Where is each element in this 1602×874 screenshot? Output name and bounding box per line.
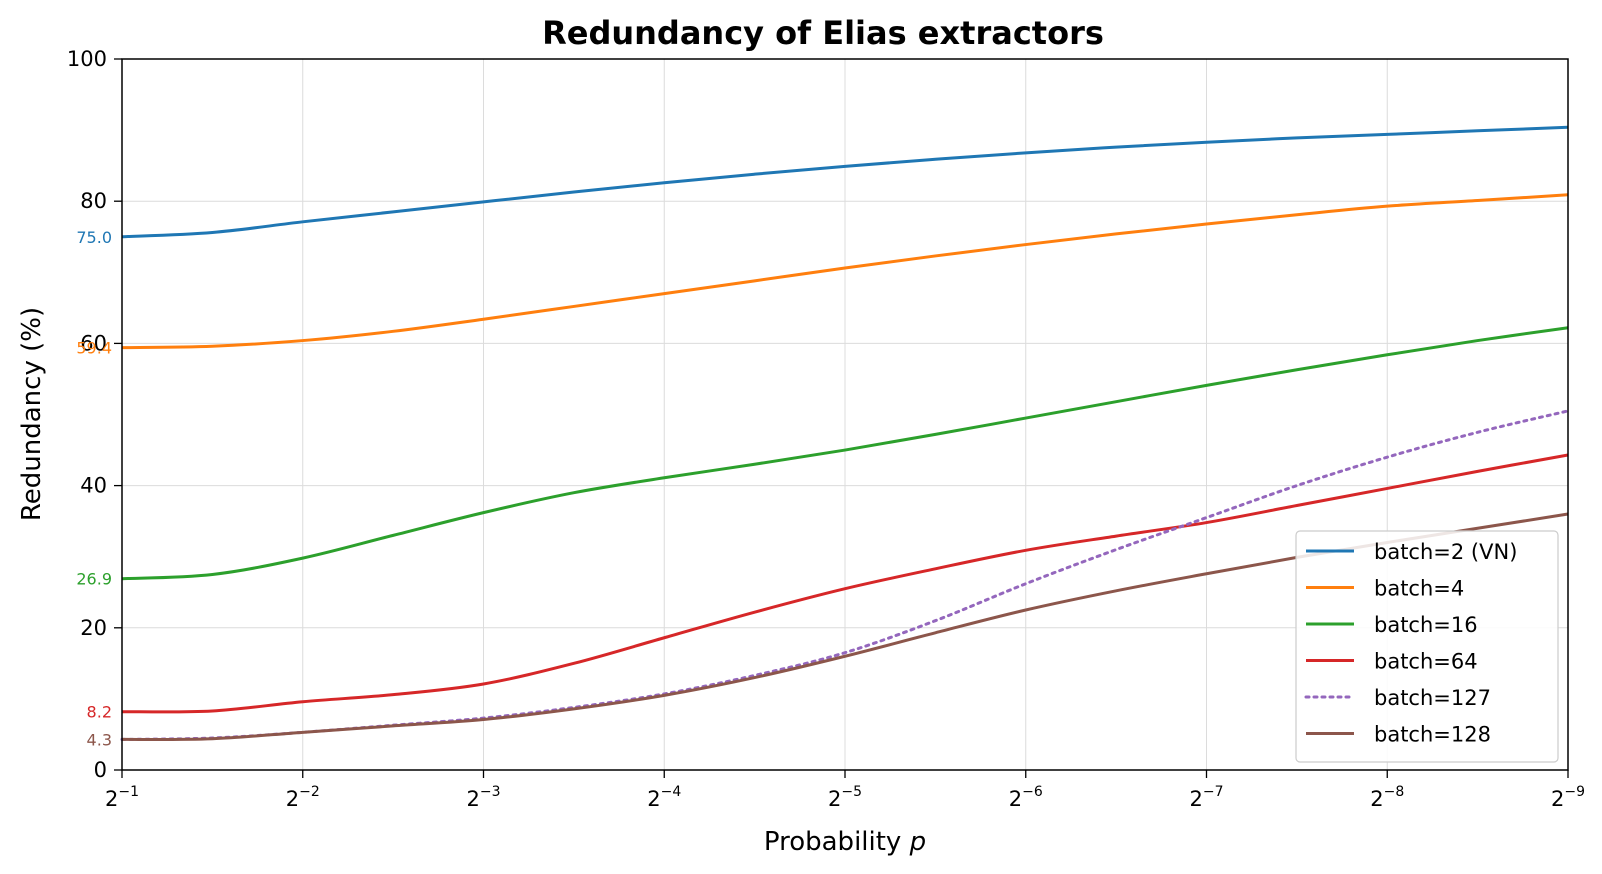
x-tick-label: 2−6: [1009, 784, 1043, 811]
x-tick-exponent: −6: [1022, 784, 1043, 800]
x-tick-label: 2−3: [466, 784, 500, 811]
start-value-label: 59.4: [76, 339, 112, 358]
start-value-label: 4.3: [87, 730, 112, 749]
legend: batch=2 (VN) batch=4 batch=16 batch=64 batch…: [1295, 530, 1559, 763]
x-tick-exponent: −4: [661, 784, 682, 800]
y-axis-label: Redundancy (%): [17, 307, 47, 521]
x-tick-base: 2: [286, 787, 299, 811]
start-value-label: 8.2: [87, 703, 112, 722]
legend-label: batch=128: [1374, 723, 1491, 747]
start-value-label: 75.0: [76, 228, 112, 247]
x-tick-label: 2−8: [1370, 784, 1404, 811]
x-axis-label-var: p: [909, 827, 927, 857]
series-line-batch-16: [121, 326, 1569, 581]
series-line-batch-2-vn: [121, 125, 1569, 239]
x-tick-base: 2: [828, 787, 841, 811]
y-tick-label: 80: [80, 189, 107, 213]
x-tick-label: 2−4: [647, 784, 681, 811]
x-axis-label: Probability p: [764, 827, 926, 857]
x-tick-exponent: −8: [1384, 784, 1405, 800]
y-tick-label: 20: [80, 616, 107, 640]
y-tick-label: 0: [94, 758, 107, 782]
x-tick-exponent: −7: [1203, 784, 1224, 800]
x-tick-label: 2−1: [105, 784, 139, 811]
y-tick-label: 60: [80, 331, 107, 355]
series-line-batch-4: [121, 193, 1569, 350]
legend-label: batch=16: [1374, 613, 1478, 637]
x-tick-label: 2−2: [286, 784, 320, 811]
y-tick-label: 100: [67, 47, 107, 71]
series-line-batch-64: [121, 453, 1569, 714]
y-tick-label: 40: [80, 474, 107, 498]
x-tick-base: 2: [647, 787, 660, 811]
x-tick-exponent: −3: [480, 784, 501, 800]
x-tick-label: 2−7: [1189, 784, 1223, 811]
x-tick-base: 2: [1009, 787, 1022, 811]
start-value-label: 26.9: [76, 570, 112, 589]
chart-title: Redundancy of Elias extractors: [542, 14, 1104, 52]
x-tick-base: 2: [466, 787, 479, 811]
legend-label: batch=2 (VN): [1374, 540, 1517, 564]
x-tick-label: 2−5: [828, 784, 862, 811]
legend-label: batch=4: [1374, 577, 1464, 601]
series-group: [120, 125, 1570, 741]
x-tick-base: 2: [105, 787, 118, 811]
x-tick-base: 2: [1370, 787, 1383, 811]
x-tick-exponent: −2: [299, 784, 320, 800]
x-tick-exponent: −9: [1564, 784, 1585, 800]
x-tick-exponent: −5: [841, 784, 862, 800]
x-tick-base: 2: [1551, 787, 1564, 811]
legend-label: batch=127: [1374, 686, 1491, 710]
start-labels: 75.0 59.4 26.9 8.2 4.3: [76, 228, 112, 750]
x-tick-label: 2−9: [1551, 784, 1585, 811]
x-axis-label-text: Probability: [764, 827, 901, 857]
x-tick-exponent: −1: [118, 784, 139, 800]
legend-label: batch=64: [1374, 650, 1478, 674]
legend-box: [1295, 530, 1559, 763]
x-tick-base: 2: [1189, 787, 1202, 811]
